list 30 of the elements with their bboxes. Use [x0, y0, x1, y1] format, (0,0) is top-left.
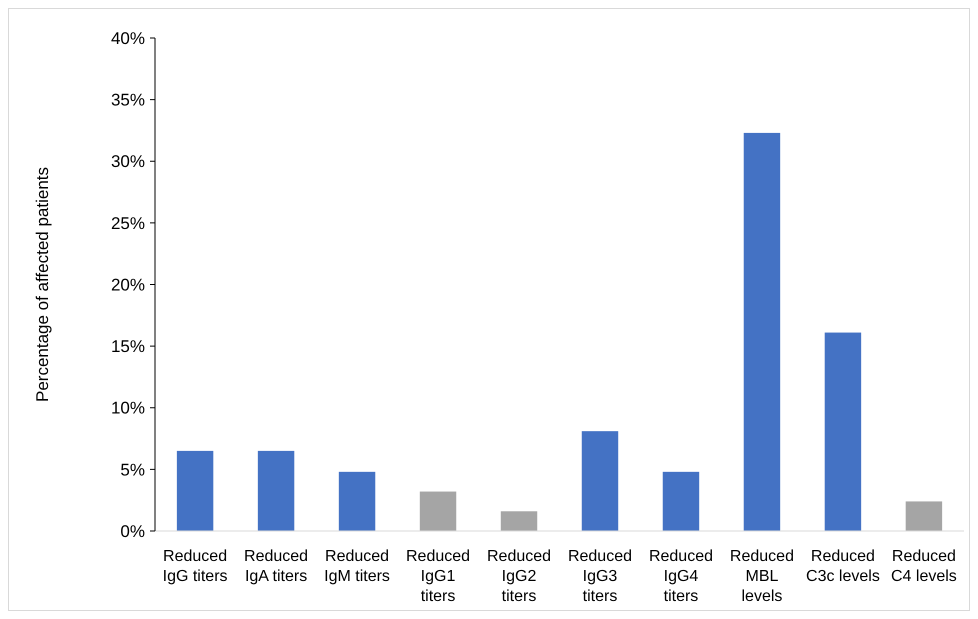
- y-tick-label: 35%: [110, 90, 145, 110]
- x-tick-label: Reduced IgG2 titers: [486, 548, 552, 605]
- bar: [824, 332, 862, 531]
- y-tick-label: 40%: [110, 28, 145, 48]
- bar: [258, 450, 294, 531]
- x-tick-label: Reduced C4 levels: [891, 548, 957, 585]
- y-tick-label: 30%: [110, 152, 145, 172]
- x-tick-label: Reduced IgG4 titers: [648, 548, 713, 605]
- y-tick-label: 0%: [120, 522, 145, 541]
- x-tick-label: Reduced IgG1 titers: [406, 548, 470, 605]
- x-tick-label: Reduced IgA titers: [244, 548, 308, 585]
- y-axis-title: Percentage of affected patients: [33, 166, 52, 402]
- x-tick-label: Reduced IgM titers: [324, 548, 390, 585]
- y-tick-label: 10%: [110, 398, 145, 418]
- x-tick-label: Reduced IgG titers: [162, 548, 228, 585]
- y-tick-label: 15%: [110, 337, 145, 356]
- bar: [744, 132, 780, 531]
- bar: [500, 511, 538, 531]
- bar: [906, 501, 942, 531]
- y-tick-label: 5%: [120, 460, 145, 480]
- x-tick-label: Reduced C3c levels: [806, 548, 880, 585]
- bar: [338, 472, 376, 531]
- y-tick-label: 20%: [110, 275, 145, 294]
- bar: [176, 450, 214, 531]
- y-tick-label: 25%: [110, 214, 145, 233]
- bar: [662, 472, 700, 531]
- bar: [420, 492, 456, 531]
- bar: [582, 431, 618, 531]
- x-tick-label: Reduced MBL levels: [730, 548, 794, 605]
- x-tick-label: Reduced IgG3 titers: [568, 548, 632, 605]
